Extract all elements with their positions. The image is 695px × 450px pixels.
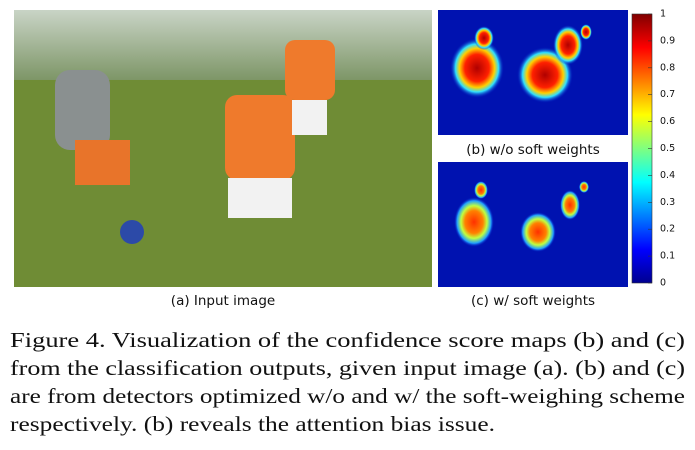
colorbar-tick-label: 0.2 [660,224,675,235]
panel-a-label: (a) Input image [171,293,275,309]
panel-b-label: (b) w/o soft weights [466,142,599,158]
caption-line: are from detectors optimized w/o and w/ … [10,384,685,408]
caption-line: respectively. (b) reveals the attention … [10,412,495,436]
colorbar-tick-label: 0.7 [660,89,675,100]
colorbar-tick-label: 0.6 [660,116,675,127]
colorbar-tick-label: 0.3 [660,197,675,208]
heatmap-c [438,162,628,287]
caption-line: from the classification outputs, given i… [10,356,685,380]
heatmap-b [438,10,628,135]
caption-line: Figure 4. Visualization of the confidenc… [10,328,685,352]
colorbar-tick-label: 1 [660,9,666,20]
colorbar-tick-label: 0 [660,278,666,289]
panel-c-label: (c) w/ soft weights [471,293,595,309]
colorbar-tick-label: 0.4 [660,170,675,181]
colorbar-tick-label: 0.9 [660,35,675,46]
colorbar-tick-label: 0.1 [660,251,675,262]
colorbar-tick-label: 0.8 [660,62,675,73]
colorbar-tick-label: 0.5 [660,143,675,154]
input-image [14,10,432,287]
